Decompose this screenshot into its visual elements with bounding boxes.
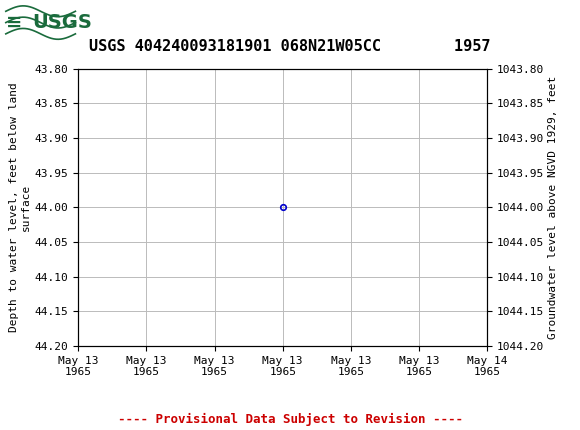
Text: ≡: ≡ [6,13,22,32]
Text: USGS: USGS [32,13,92,32]
Text: ---- Provisional Data Subject to Revision ----: ---- Provisional Data Subject to Revisio… [118,413,462,426]
Y-axis label: Groundwater level above NGVD 1929, feet: Groundwater level above NGVD 1929, feet [548,76,559,339]
Text: USGS 404240093181901 068N21W05CC        1957: USGS 404240093181901 068N21W05CC 1957 [89,39,491,54]
Y-axis label: Depth to water level, feet below land
surface: Depth to water level, feet below land su… [9,83,31,332]
FancyBboxPatch shape [3,3,78,42]
